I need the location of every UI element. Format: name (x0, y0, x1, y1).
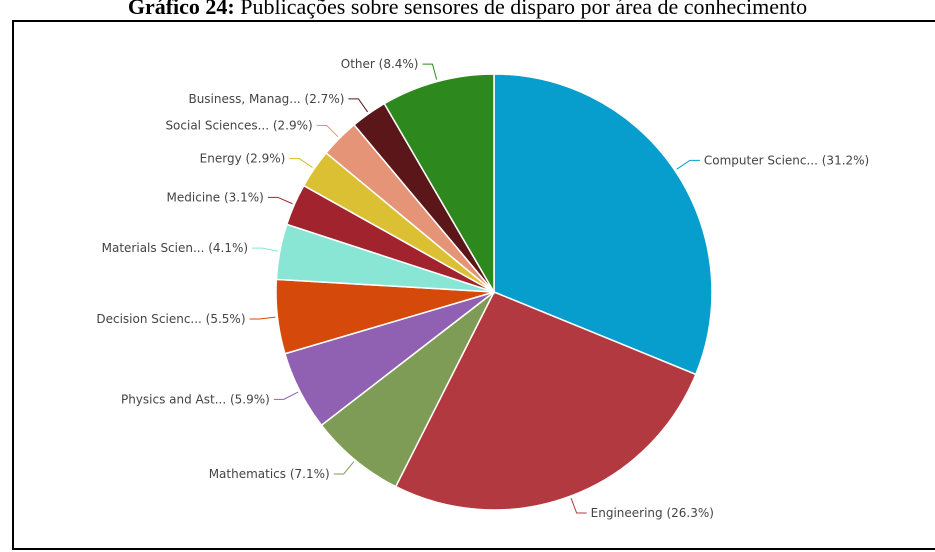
leader-line (348, 98, 369, 113)
slice-label: Decision Scienc... (5.5%) (96, 312, 245, 326)
slice-label: Social Sciences... (2.9%) (165, 119, 312, 133)
pie-slice (394, 291, 697, 511)
slice-label: Computer Scienc... (31.2%) (704, 153, 869, 167)
slice-label: Physics and Ast... (5.9%) (121, 392, 270, 406)
slice-label: Medicine (3.1%) (167, 190, 264, 204)
pie-chart: Computer Scienc... (31.2%) Engineering (2… (96, 57, 869, 520)
slice-label: Energy (2.9%) (200, 152, 286, 166)
slice-label: Other (8.4%) (341, 57, 419, 71)
slice-label: Engineering (26.3%) (591, 506, 714, 520)
leader-line (570, 497, 587, 514)
leader-line (267, 196, 293, 205)
caption-number: Gráfico 24: (127, 0, 235, 19)
caption-text: Publicações sobre sensores de disparo po… (240, 0, 808, 19)
figure-caption: Gráfico 24: Publicações sobre sensores d… (0, 0, 935, 20)
leader-line (273, 391, 299, 400)
pie-slice (383, 73, 495, 295)
leader-line (249, 316, 276, 320)
pie-slice (493, 73, 713, 376)
leader-line (676, 159, 700, 170)
leader-line (333, 461, 355, 475)
slice-label: Business, Manag... (2.7%) (188, 92, 344, 106)
pie-labels: Computer Scienc... (31.2%) Engineering (2… (96, 57, 869, 520)
leader-line (289, 158, 313, 169)
slice-label: Materials Scien... (4.1%) (102, 241, 248, 255)
slice-label: Mathematics (7.1%) (209, 467, 330, 481)
chart-frame: Computer Scienc... (31.2%) Engineering (2… (12, 20, 935, 550)
leader-line (422, 63, 438, 80)
leader-line (252, 247, 278, 252)
pie-slices (275, 73, 713, 511)
leader-line (316, 125, 339, 138)
